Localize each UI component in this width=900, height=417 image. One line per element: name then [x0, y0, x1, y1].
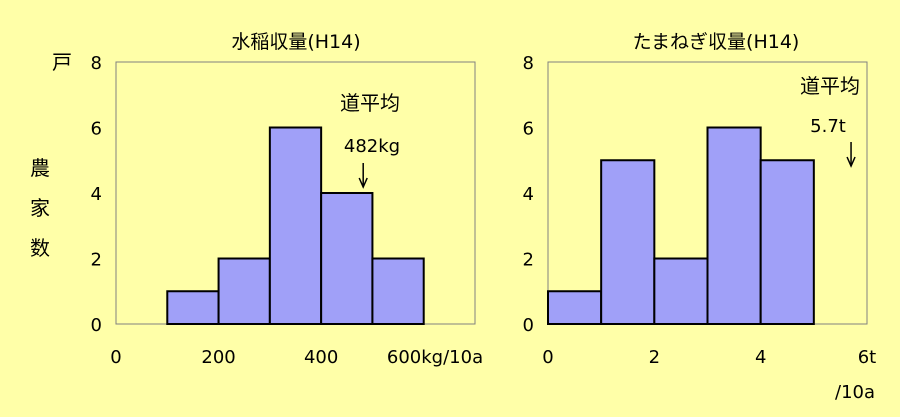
y-axis-label-char-1: 農 [30, 156, 50, 180]
rice-bar [217, 257, 271, 325]
rice-bar [268, 126, 323, 325]
onion-y-tick-label: 6 [523, 119, 534, 140]
rice-bar [166, 290, 220, 325]
onion-x-tick-label: 2 [649, 347, 660, 368]
onion-x-tick-label: 4 [755, 347, 766, 368]
onion-y-tick-label: 0 [523, 315, 534, 336]
onion-bar [653, 257, 709, 325]
onion-y-tick-label: 8 [523, 53, 534, 74]
rice-x-tick-label: 200 [201, 347, 235, 368]
rice-y-tick-label: 2 [91, 250, 102, 271]
rice-x-tick-label: 0 [110, 347, 121, 368]
rice-bar [371, 257, 425, 325]
rice-average-value: 482kg [344, 136, 400, 157]
onion-average-label: 道平均 [800, 74, 860, 98]
onion-average-value: 5.7t [810, 116, 846, 137]
onion-y-tick-label: 2 [523, 250, 534, 271]
rice-bar [320, 192, 374, 325]
y-axis-label-char-2: 家 [30, 196, 50, 220]
rice-chart-title: 水稲収量(H14) [231, 31, 360, 53]
onion-x-axis-label: /10a [835, 382, 875, 403]
onion-chart-title: たまねぎ収量(H14) [633, 31, 800, 53]
rice-y-tick-label: 6 [91, 119, 102, 140]
rice-y-tick-label: 0 [91, 315, 102, 336]
rice-average-label: 道平均 [340, 91, 400, 115]
onion-bar [759, 159, 815, 325]
onion-average-arrow-head [846, 156, 856, 168]
onion-x-tick-label: 0 [542, 347, 553, 368]
rice-x-tick-label: 400 [304, 347, 338, 368]
rice-average-arrow-head [358, 177, 368, 189]
rice-x-axis-label: 600kg/10a [387, 347, 483, 368]
y-unit-label: 戸 [52, 50, 72, 74]
onion-x-tick-label: 6t [858, 347, 877, 368]
rice-y-tick-label: 4 [91, 184, 102, 205]
onion-y-tick-label: 4 [523, 184, 534, 205]
rice-y-tick-label: 8 [91, 53, 102, 74]
onion-bar [706, 126, 762, 325]
y-axis-label-char-3: 数 [30, 236, 50, 260]
onion-bar [547, 290, 603, 325]
onion-bar [600, 159, 656, 325]
